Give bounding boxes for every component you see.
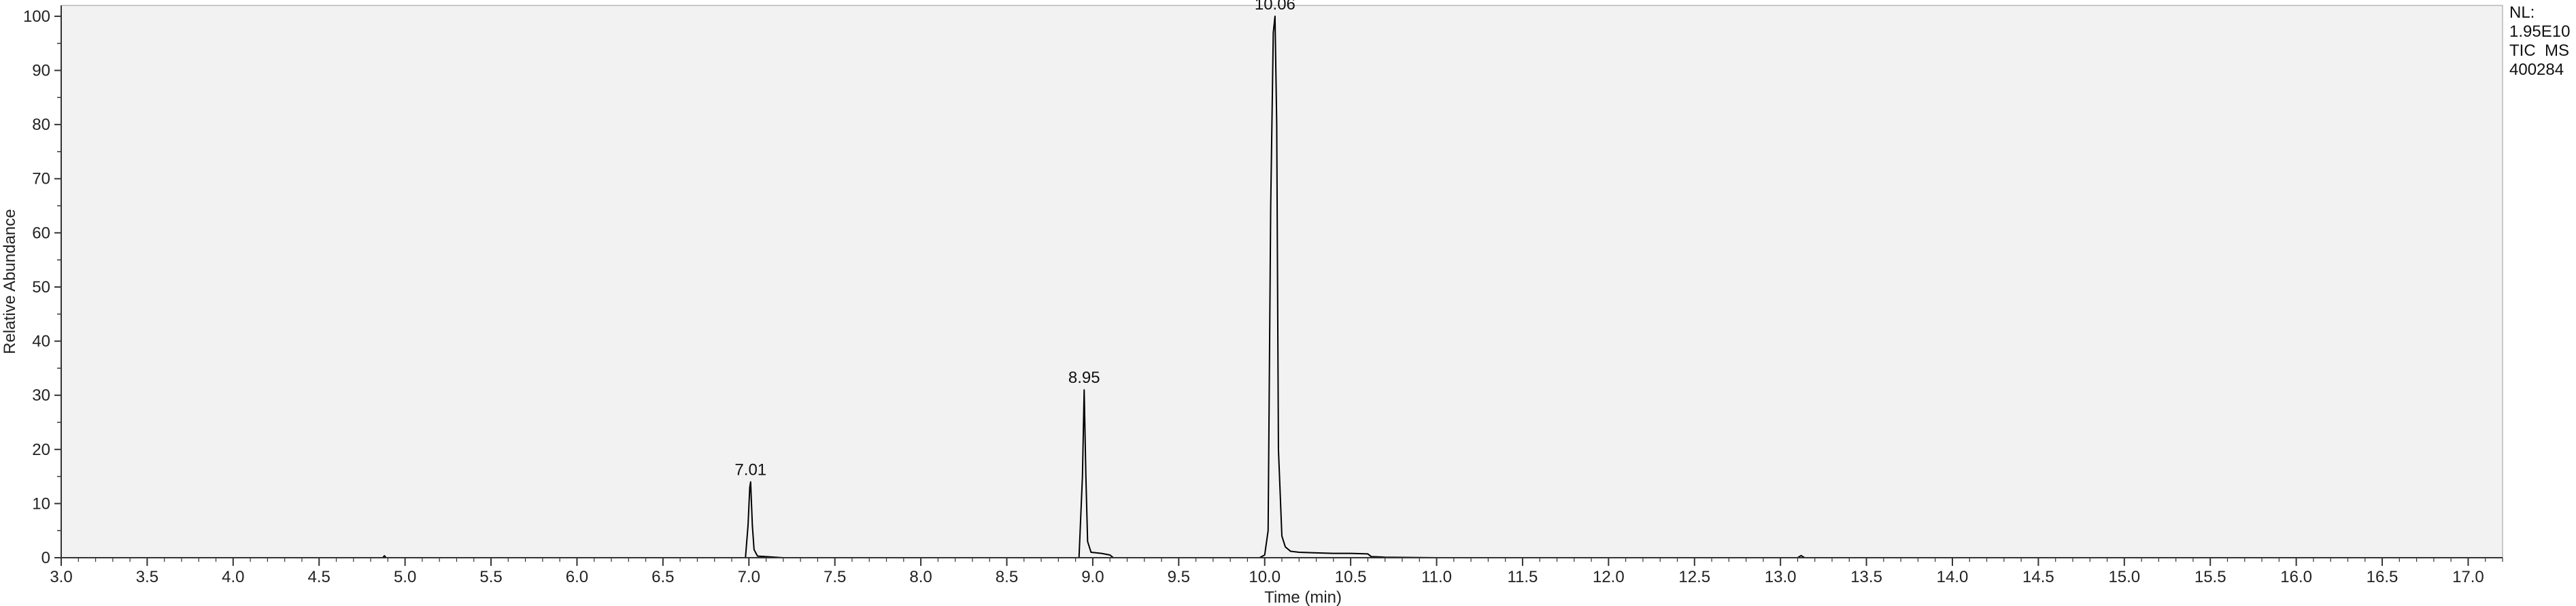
x-tick-label: 7.0 [738,568,760,586]
x-tick-label: 5.5 [479,568,502,586]
x-tick-label: 14.5 [2022,568,2054,586]
x-tick-label: 6.0 [566,568,588,586]
x-tick-label: 15.5 [2194,568,2226,586]
x-tick-label: 6.5 [651,568,674,586]
y-axis-title: Relative Abundance [1,209,19,354]
x-tick-label: 12.0 [1593,568,1625,586]
y-tick-label: 10 [32,494,50,513]
x-tick-label: 16.0 [2280,568,2312,586]
x-tick-label: 10.0 [1249,568,1281,586]
x-tick-label: 8.5 [996,568,1018,586]
x-tick-label: 9.0 [1081,568,1104,586]
x-tick-label: 17.0 [2452,568,2484,586]
x-axis-title: Time (min) [1264,588,1342,606]
info-line: TIC MS [2509,41,2569,60]
peak-label: 10.06 [1255,0,1295,14]
x-tick-label: 4.5 [308,568,331,586]
y-tick-label: 90 [32,62,50,80]
y-tick-label: 60 [32,224,50,242]
x-tick-label: 8.0 [909,568,932,586]
peak-labels: 7.01 8.95 10.06 [734,0,1295,479]
y-tick-label: 0 [41,549,50,567]
x-tick-label: 7.5 [824,568,846,586]
y-tick-label: 30 [32,386,50,405]
y-tick-label: 50 [32,278,50,297]
x-tick-label: 4.0 [222,568,244,586]
x-tick-label: 12.5 [1678,568,1710,586]
peak-label: 8.95 [1068,369,1100,387]
peak-label: 7.01 [734,461,766,479]
y-axis-ticks: 0 10 20 30 40 50 60 70 80 90 100 [23,7,61,567]
y-tick-label: 20 [32,441,50,459]
x-tick-label: 13.0 [1765,568,1797,586]
x-tick-label: 10.5 [1335,568,1367,586]
info-line: 1.95E10 [2509,22,2570,41]
y-tick-label: 80 [32,116,50,134]
info-line: 400284 [2509,61,2564,79]
x-tick-label: 13.5 [1850,568,1882,586]
x-tick-label: 11.0 [1421,568,1452,586]
y-tick-label: 70 [32,170,50,188]
plot-area [61,5,2503,558]
info-line: NL: [2509,3,2535,22]
x-tick-label: 11.5 [1507,568,1538,586]
x-tick-label: 3.0 [50,568,72,586]
x-tick-label: 9.5 [1168,568,1190,586]
x-tick-label: 16.5 [2367,568,2399,586]
x-tick-label: 14.0 [1937,568,1969,586]
x-tick-label: 15.0 [2108,568,2140,586]
x-tick-label: 5.0 [394,568,416,586]
x-tick-label: 3.5 [136,568,158,586]
y-tick-label: 100 [23,7,50,26]
y-tick-label: 40 [32,333,50,351]
x-axis-ticks: 3.0 3.5 4.0 4.5 5.0 5.5 6.0 6.5 7.0 7.5 8.0 8.5 9.0 9… [50,558,2503,586]
